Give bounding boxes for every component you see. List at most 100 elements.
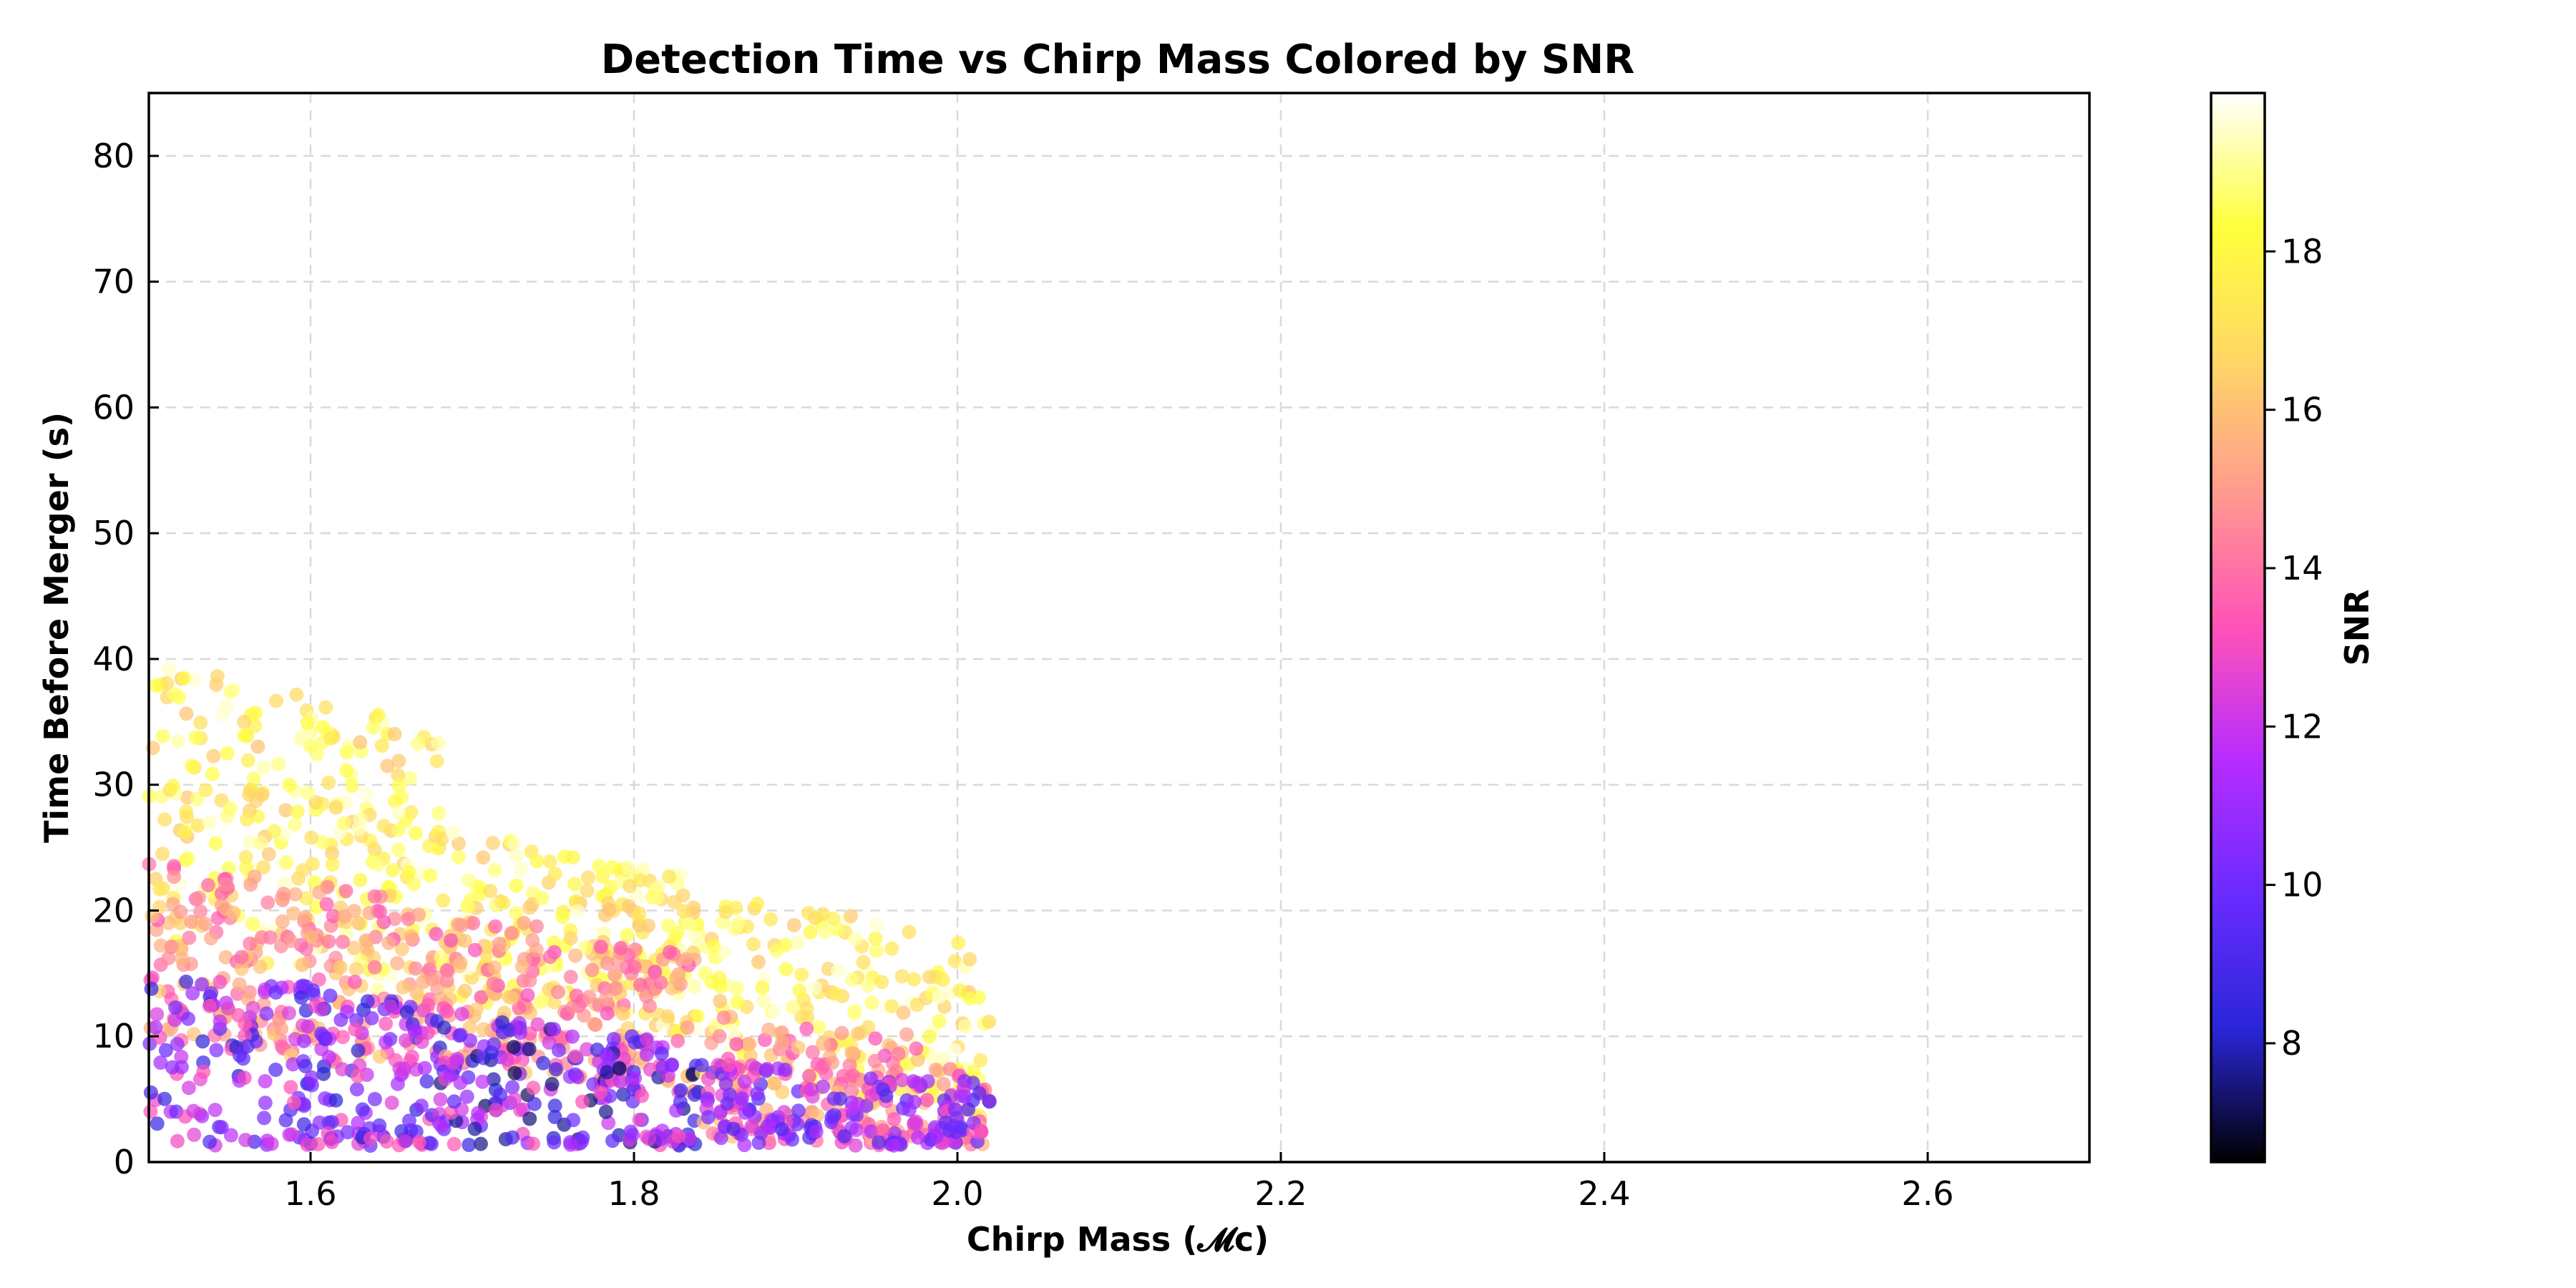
scatter-point (454, 918, 469, 933)
scatter-point (542, 1035, 557, 1050)
scatter-point (363, 1131, 378, 1146)
scatter-point (721, 1058, 736, 1073)
colorbar-tick-label: 12 (2281, 707, 2323, 746)
scatter-point (424, 1136, 439, 1151)
scatter-point (768, 1005, 783, 1019)
scatter-point (411, 907, 426, 922)
scatter-point (362, 905, 377, 920)
scatter-point (763, 1120, 778, 1135)
scatter-point (179, 809, 194, 824)
scatter-point (593, 940, 608, 955)
scatter-point (899, 1027, 914, 1042)
scatter-point (767, 1076, 782, 1091)
scatter-point (606, 1032, 621, 1047)
scatter-point (296, 1117, 311, 1132)
scatter-point (200, 878, 215, 892)
scatter-point (144, 981, 159, 996)
scatter-point (270, 756, 286, 771)
scatter-point (167, 859, 182, 874)
scatter-point (394, 942, 409, 957)
scatter-point (425, 972, 440, 987)
scatter-point (379, 1134, 394, 1149)
scatter-point (301, 1019, 316, 1034)
scatter-point (722, 1088, 737, 1102)
scatter-point (173, 904, 188, 919)
scatter-point (958, 1019, 972, 1034)
scatter-point (253, 835, 268, 850)
scatter-point (402, 771, 417, 786)
scatter-point (238, 849, 253, 864)
scatter-point (399, 1033, 413, 1048)
scatter-point (282, 1127, 297, 1142)
scatter-point (570, 1070, 585, 1085)
scatter-points (142, 662, 997, 1153)
scatter-point (565, 1029, 580, 1044)
scatter-point (245, 1000, 260, 1015)
scatter-point (755, 980, 770, 995)
scatter-point (565, 850, 580, 865)
scatter-point (514, 959, 530, 974)
scatter-point (188, 730, 203, 745)
scatter-point (791, 1040, 806, 1055)
scatter-point (447, 1094, 462, 1109)
scatter-point (150, 1116, 165, 1131)
scatter-point (391, 806, 406, 820)
scatter-point (187, 1127, 202, 1142)
scatter-point (294, 990, 309, 1005)
scatter-point (698, 966, 713, 981)
scatter-point (569, 988, 584, 1003)
scatter-point (909, 1117, 924, 1132)
scatter-point (982, 1014, 997, 1029)
scatter-point (168, 1000, 183, 1015)
scatter-point (856, 955, 871, 970)
scatter-point (507, 1065, 522, 1080)
scatter-point (218, 950, 233, 965)
scatter-point (517, 915, 532, 930)
scatter-point (575, 1094, 590, 1109)
scatter-point (172, 690, 187, 705)
scatter-point (350, 1068, 365, 1083)
scatter-point (434, 1118, 449, 1133)
scatter-point (187, 673, 203, 688)
scatter-point (550, 985, 565, 1000)
scatter-point (763, 912, 778, 927)
scatter-point (364, 1010, 379, 1025)
scatter-point (401, 1113, 416, 1128)
colorbar-ticks: 8 10 12 14 16 18 (2265, 232, 2323, 1063)
scatter-point (439, 973, 454, 988)
scatter-point (567, 877, 582, 892)
scatter-point (824, 1110, 839, 1125)
scatter-point (180, 851, 195, 866)
scatter-point (896, 1005, 911, 1020)
scatter-point (221, 861, 236, 876)
scatter-point (467, 1121, 482, 1136)
scatter-point (238, 1016, 253, 1031)
x-axis-label: Chirp Mass (𝓜c) (967, 1220, 1269, 1259)
scatter-point (182, 930, 197, 945)
scatter-point (206, 748, 221, 763)
scatter-point (973, 1053, 988, 1068)
scatter-point (234, 961, 249, 976)
scatter-point (547, 1022, 562, 1037)
scatter-point (157, 812, 172, 827)
scatter-point (847, 1005, 862, 1020)
scatter-point (570, 904, 585, 919)
scatter-point (419, 1074, 434, 1089)
scatter-point (450, 1052, 464, 1066)
scatter-point (868, 931, 883, 946)
scatter-point (398, 1134, 413, 1148)
scatter-point (582, 990, 597, 1005)
scatter-point (479, 947, 494, 962)
scatter-point (809, 1124, 824, 1139)
scatter-point (727, 1025, 741, 1039)
scatter-point (869, 943, 884, 958)
scatter-point (718, 945, 733, 960)
scatter-point (751, 1136, 766, 1150)
scatter-point (208, 1103, 223, 1118)
scatter-point (471, 1106, 486, 1121)
scatter-point (325, 857, 340, 872)
scatter-point (333, 1013, 348, 1028)
scatter-point (509, 878, 524, 893)
scatter-point (325, 1115, 339, 1130)
scatter-point (779, 962, 794, 977)
